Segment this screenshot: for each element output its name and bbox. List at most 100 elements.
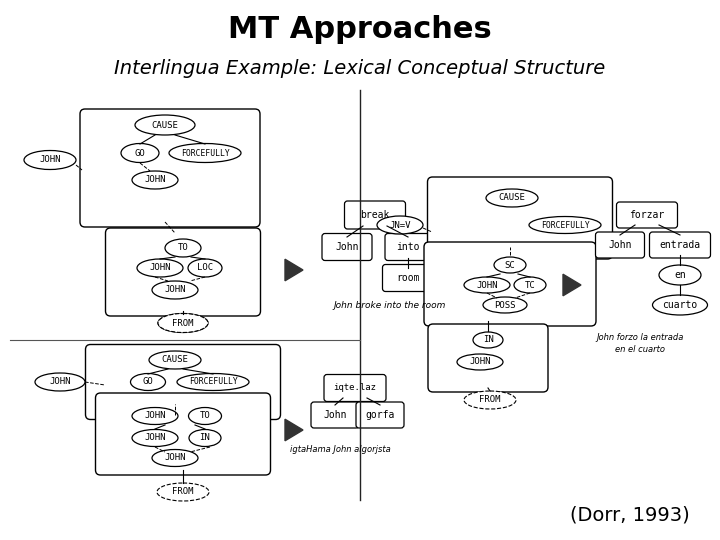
Text: JOHN: JOHN (144, 434, 166, 442)
Ellipse shape (457, 354, 503, 370)
Ellipse shape (135, 115, 195, 135)
FancyBboxPatch shape (80, 109, 260, 227)
Ellipse shape (464, 277, 510, 293)
Ellipse shape (494, 257, 526, 273)
Text: entrada: entrada (660, 240, 701, 250)
Text: FROM: FROM (172, 319, 194, 327)
Text: gorfa: gorfa (365, 410, 395, 420)
FancyBboxPatch shape (106, 228, 261, 316)
Ellipse shape (152, 449, 198, 467)
FancyBboxPatch shape (311, 402, 359, 428)
FancyBboxPatch shape (616, 202, 678, 228)
Ellipse shape (189, 408, 222, 424)
Text: IN: IN (482, 335, 493, 345)
Text: IN: IN (199, 434, 210, 442)
FancyBboxPatch shape (649, 232, 711, 258)
Text: GO: GO (135, 148, 145, 158)
FancyBboxPatch shape (428, 177, 613, 259)
Text: JOHN: JOHN (476, 280, 498, 289)
Ellipse shape (24, 151, 76, 170)
Polygon shape (285, 419, 303, 441)
Text: John: John (608, 240, 631, 250)
Text: TO: TO (178, 244, 189, 253)
Text: room: room (396, 273, 420, 283)
Text: GO: GO (143, 377, 153, 387)
FancyBboxPatch shape (424, 242, 596, 326)
Text: TC: TC (525, 280, 536, 289)
Text: CAUSE: CAUSE (152, 120, 179, 130)
Ellipse shape (659, 265, 701, 285)
Text: TO: TO (199, 411, 210, 421)
Ellipse shape (483, 297, 527, 313)
Ellipse shape (652, 295, 708, 315)
Text: en: en (674, 270, 686, 280)
FancyBboxPatch shape (324, 375, 386, 402)
Text: JOHN: JOHN (144, 411, 166, 421)
Ellipse shape (158, 314, 208, 333)
Text: John forzo la entrada: John forzo la entrada (596, 334, 684, 342)
Text: LOC: LOC (197, 264, 213, 273)
Ellipse shape (152, 281, 198, 299)
Text: JOHN: JOHN (164, 454, 186, 462)
Text: MT Approaches: MT Approaches (228, 16, 492, 44)
Text: FORCEFULLY: FORCEFULLY (189, 377, 238, 387)
Text: JOHN: JOHN (40, 156, 60, 165)
Text: (Dorr, 1993): (Dorr, 1993) (570, 505, 690, 524)
Ellipse shape (149, 351, 201, 369)
FancyBboxPatch shape (322, 233, 372, 260)
Text: JOHN: JOHN (144, 176, 166, 185)
Ellipse shape (130, 374, 166, 390)
Text: cuarto: cuarto (662, 300, 698, 310)
Text: JOHN: JOHN (49, 377, 71, 387)
Text: JN=V: JN=V (390, 220, 410, 230)
Text: FROM: FROM (480, 395, 500, 404)
Text: John: John (336, 242, 359, 252)
FancyBboxPatch shape (595, 232, 644, 258)
Ellipse shape (121, 144, 159, 163)
Ellipse shape (529, 217, 601, 233)
Text: Interlingua Example: Lexical Conceptual Structure: Interlingua Example: Lexical Conceptual … (114, 58, 606, 78)
Ellipse shape (486, 189, 538, 207)
Ellipse shape (132, 171, 178, 189)
Text: CAUSE: CAUSE (498, 193, 526, 202)
Text: JOHN: JOHN (164, 286, 186, 294)
FancyBboxPatch shape (382, 265, 433, 292)
Text: break: break (360, 210, 390, 220)
Ellipse shape (464, 391, 516, 409)
Text: John broke into the room: John broke into the room (334, 300, 446, 309)
Ellipse shape (132, 408, 178, 424)
Ellipse shape (35, 373, 85, 391)
Text: SC: SC (505, 260, 516, 269)
FancyBboxPatch shape (356, 402, 404, 428)
Ellipse shape (189, 429, 221, 447)
Polygon shape (285, 259, 303, 281)
Ellipse shape (158, 314, 208, 333)
Text: POSS: POSS (494, 300, 516, 309)
Ellipse shape (377, 216, 423, 234)
Text: JOHN: JOHN (469, 357, 491, 367)
Ellipse shape (188, 259, 222, 277)
Text: igtaHama John algorjsta: igtaHama John algorjsta (289, 446, 390, 455)
Text: forzar: forzar (629, 210, 665, 220)
FancyBboxPatch shape (385, 233, 431, 260)
Ellipse shape (165, 239, 201, 257)
Text: into: into (396, 242, 420, 252)
Polygon shape (563, 274, 581, 296)
Text: John: John (323, 410, 347, 420)
Ellipse shape (473, 332, 503, 348)
Text: iqte.laz: iqte.laz (333, 383, 377, 393)
Text: FORCEFULLY: FORCEFULLY (541, 220, 590, 230)
Ellipse shape (137, 259, 183, 277)
Text: JOHN: JOHN (149, 264, 171, 273)
FancyBboxPatch shape (428, 324, 548, 392)
Text: en el cuarto: en el cuarto (615, 346, 665, 354)
FancyBboxPatch shape (344, 201, 405, 229)
Text: CAUSE: CAUSE (161, 355, 189, 364)
Ellipse shape (514, 277, 546, 293)
Ellipse shape (132, 429, 178, 447)
Ellipse shape (169, 144, 241, 163)
Text: FROM: FROM (172, 488, 194, 496)
Ellipse shape (157, 483, 209, 501)
FancyBboxPatch shape (96, 393, 271, 475)
FancyBboxPatch shape (86, 345, 281, 420)
